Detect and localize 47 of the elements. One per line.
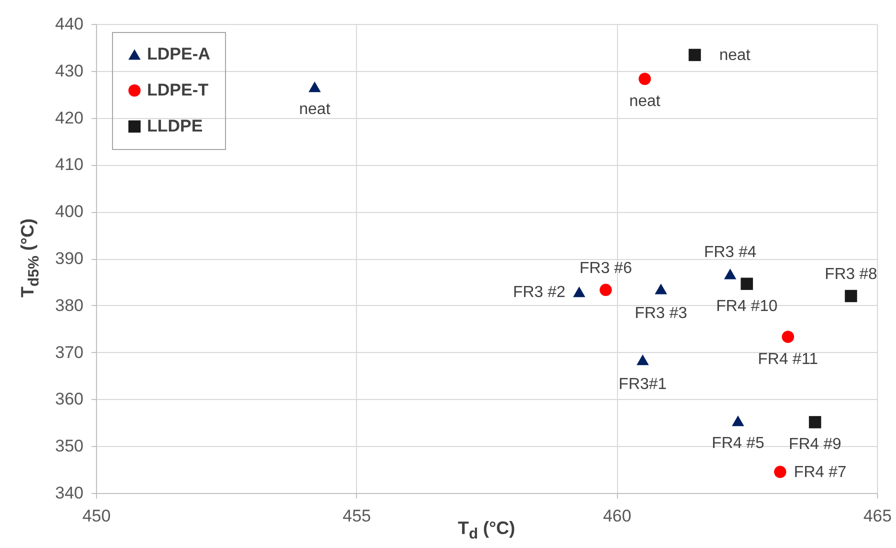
x-tick-label: 460 [602, 506, 632, 526]
point [636, 354, 649, 366]
point [688, 48, 701, 62]
legend-label: LDPE-T [147, 80, 209, 100]
annotation: FR3#1 [618, 376, 667, 393]
y-tick-label: 440 [55, 14, 84, 34]
legend-label: LDPE-A [147, 44, 210, 64]
x-tick-label: 465 [863, 506, 892, 526]
y-tick-label: 360 [55, 390, 84, 409]
y-tick-label: 340 [55, 484, 84, 502]
point [774, 466, 786, 478]
annotation: FR3 #6 [580, 260, 632, 277]
y-tick-label: 430 [55, 61, 84, 80]
annotation: FR3 #2 [512, 284, 566, 301]
point [600, 284, 612, 296]
annotation: FR3 #4 [704, 244, 757, 261]
point [654, 284, 668, 294]
annotation: FR3 #3 [634, 304, 688, 322]
point [638, 72, 651, 85]
legend-label: LLDPE [147, 116, 203, 136]
annotation: FR4 #11 [758, 350, 818, 368]
point [573, 286, 586, 298]
x-tick-label: 455 [342, 506, 372, 526]
x-tick-label: 450 [82, 506, 111, 526]
y-tick-label: 350 [55, 436, 84, 456]
annotation: neat [629, 92, 661, 110]
point [724, 268, 736, 280]
annotation: FR3 #8 [824, 266, 878, 284]
annotation: neat [299, 100, 331, 118]
y-tick-label: 410 [55, 155, 84, 174]
point [782, 330, 794, 343]
annotation: FR4 #10 [716, 298, 778, 315]
annotation: FR4 #7 [794, 464, 846, 481]
annotation: neat [719, 46, 751, 64]
y-tick-label: 400 [55, 202, 84, 222]
point [740, 278, 753, 290]
y-tick-label: 420 [55, 108, 84, 128]
annotation: FR4 #9 [788, 436, 842, 454]
point [808, 416, 822, 428]
x-axis-title: T$_{d}$ (°C) [458, 518, 516, 543]
y-tick-label: 370 [55, 342, 84, 362]
point [844, 290, 858, 302]
point [732, 415, 744, 426]
point [308, 82, 321, 92]
y-tick-label: 380 [55, 296, 84, 315]
y-tick-label: 390 [55, 249, 84, 268]
annotation: FR4 #5 [712, 434, 764, 452]
